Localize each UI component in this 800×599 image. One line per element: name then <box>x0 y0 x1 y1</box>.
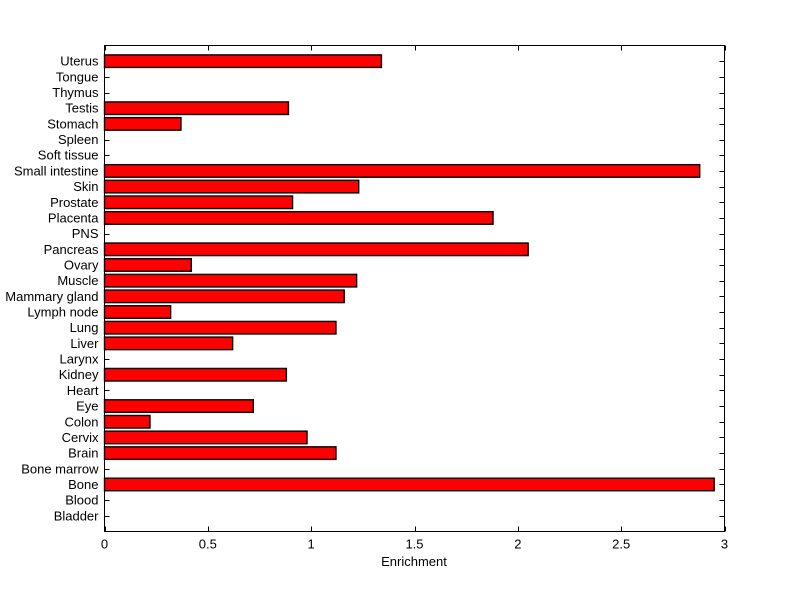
y-tick-label: Small intestine <box>14 163 99 178</box>
y-tick-label: Uterus <box>60 54 99 69</box>
y-tick-label: Heart <box>67 383 99 398</box>
bar-stomach <box>103 116 182 131</box>
y-tick-label: Testis <box>65 101 99 116</box>
y-tick-label: PNS <box>72 226 99 241</box>
y-tick-label: Cervix <box>62 430 99 445</box>
y-tick-label: Blood <box>65 493 98 508</box>
bar-muscle <box>103 273 358 288</box>
bar-mammary-gland <box>103 289 345 304</box>
bar-bone <box>103 477 715 492</box>
bar-liver <box>103 336 234 351</box>
bar-colon <box>103 414 151 429</box>
bar-brain <box>103 446 337 461</box>
y-tick-label: Thymus <box>52 85 99 100</box>
y-tick-label: Ovary <box>64 257 99 272</box>
y-tick-label: Stomach <box>47 116 98 131</box>
y-tick-label: Prostate <box>50 195 98 210</box>
x-tick-label: 2.5 <box>612 537 630 552</box>
y-tick-label: Bone marrow <box>21 461 99 476</box>
bar-pancreas <box>103 242 529 257</box>
y-tick-label: Placenta <box>48 210 99 225</box>
y-tick-label: Kidney <box>59 367 99 382</box>
x-tick-label: 1 <box>308 537 315 552</box>
y-tick-label: Soft tissue <box>38 148 99 163</box>
y-tick-label: Liver <box>70 336 99 351</box>
bar-ovary <box>103 258 193 272</box>
y-tick-label: Mammary gland <box>5 289 98 304</box>
y-tick-label: Bone <box>68 477 98 492</box>
x-axis-label: Enrichment <box>381 554 447 569</box>
y-tick-label: Lymph node <box>27 305 98 320</box>
x-tick-label: 3 <box>721 537 728 552</box>
y-tick-label: Colon <box>65 414 99 429</box>
y-tick-label: Skin <box>73 179 98 194</box>
x-tick-label: 1.5 <box>405 537 423 552</box>
y-tick-label: Spleen <box>58 132 98 147</box>
y-tick-label: Larynx <box>59 352 99 367</box>
x-tick-label: 2 <box>514 537 521 552</box>
y-tick-label: Bladder <box>54 508 99 523</box>
x-tick-label: 0.5 <box>199 537 217 552</box>
bar-uterus <box>103 54 383 69</box>
bar-small-intestine <box>103 163 701 178</box>
bar-prostate <box>103 195 294 210</box>
y-tick-label: Pancreas <box>44 242 99 257</box>
y-tick-label: Tongue <box>56 69 99 84</box>
y-tick-label: Brain <box>68 446 98 461</box>
bar-eye <box>103 399 255 414</box>
y-tick-label: Lung <box>70 320 99 335</box>
bar-kidney <box>103 367 288 382</box>
bar-lung <box>103 320 337 335</box>
x-tick-label: 0 <box>101 537 108 552</box>
bar-cervix <box>103 430 308 445</box>
bar-lymph-node <box>103 305 172 319</box>
bar-skin <box>103 179 360 194</box>
bar-placenta <box>103 210 494 225</box>
bar-testis <box>103 101 290 116</box>
y-tick-label: Eye <box>76 399 98 414</box>
y-tick-label: Muscle <box>57 273 98 288</box>
